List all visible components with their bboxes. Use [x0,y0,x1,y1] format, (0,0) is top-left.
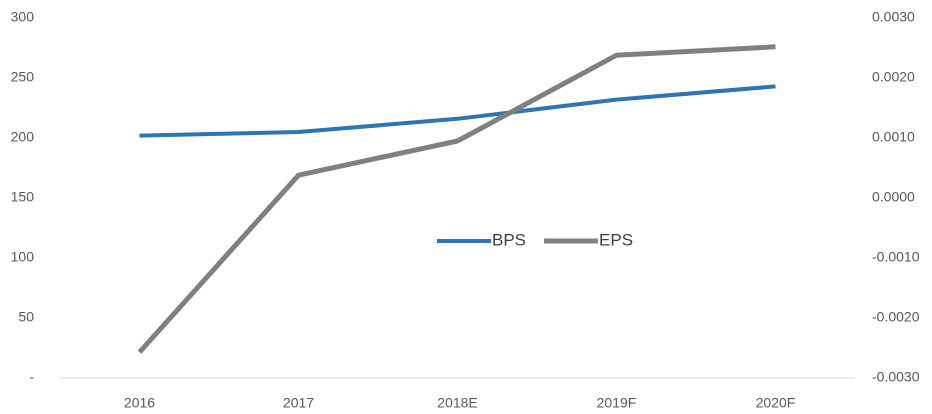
y2-tick-label: 0.0030 [872,9,915,25]
x-tick-label: 2016 [124,395,155,411]
y-tick-label: 100 [11,249,35,265]
y2-tick-label: -0.0020 [872,309,920,325]
series-line [139,84,776,138]
x-tick-label: 2018E [437,395,477,411]
series-line [137,44,776,354]
legend-label: BPS [492,230,526,249]
y-tick-label: - [29,369,34,385]
y-tick-label: 150 [11,189,35,205]
y-tick-label: 50 [18,309,34,325]
y2-tick-label: -0.0030 [872,369,920,385]
x-tick-label: 2020F [756,395,796,411]
y-tick-label: 300 [11,9,35,25]
legend-label: EPS [599,230,633,249]
y2-tick-label: 0.0020 [872,69,915,85]
x-tick-label: 2017 [283,395,314,411]
y-tick-label: 250 [11,69,35,85]
y2-tick-label: 0.0010 [872,129,915,145]
x-tick-label: 2019F [597,395,637,411]
y2-tick-label: 0.0000 [872,189,915,205]
y2-tick-label: -0.0010 [872,249,920,265]
y-tick-label: 200 [11,129,35,145]
